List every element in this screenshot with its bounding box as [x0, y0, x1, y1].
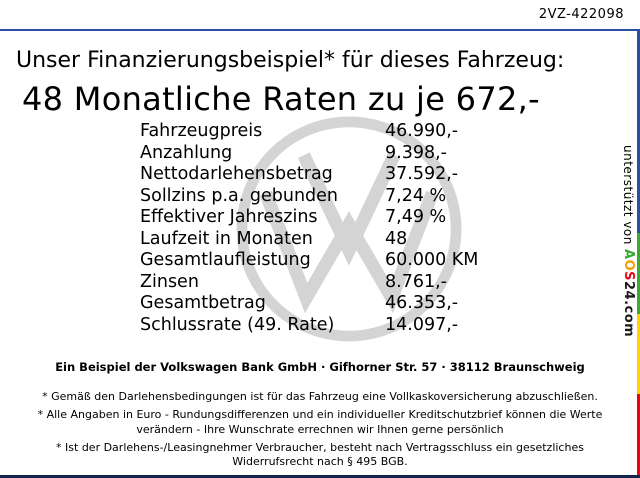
table-row: Fahrzeugpreis 46.990,-: [140, 121, 478, 143]
table-row: Schlussrate (49. Rate) 14.097,-: [140, 315, 478, 337]
table-row: Sollzins p.a. gebunden 7,24 %: [140, 186, 478, 208]
border-segment-red: [637, 394, 640, 476]
brand-letter-o: O: [621, 259, 636, 272]
table-row: Zinsen 8.761,-: [140, 272, 478, 294]
border-segment-blue: [637, 31, 640, 233]
row-value: 9.398,-: [385, 142, 447, 163]
table-row: Effektiver Jahreszins 7,49 %: [140, 207, 478, 229]
row-value: 8.761,-: [385, 271, 447, 292]
row-label: Anzahlung: [140, 142, 233, 163]
row-label: Nettodarlehensbetrag: [140, 164, 333, 184]
brand-number-24: 24: [621, 281, 636, 301]
table-row: Laufzeit in Monaten 48: [140, 229, 478, 251]
finance-table: Fahrzeugpreis 46.990,- Anzahlung 9.398,-…: [140, 121, 478, 336]
table-row: Gesamtbetrag 46.353,-: [140, 293, 478, 315]
row-label: Gesamtbetrag: [140, 293, 266, 313]
row-label: Laufzeit in Monaten: [140, 228, 313, 249]
row-label: Fahrzeugpreis: [140, 121, 263, 141]
row-value: 7,49 %: [385, 207, 447, 227]
row-label: Zinsen: [140, 271, 199, 292]
reference-number: 2VZ-422098: [538, 7, 624, 22]
brand-letter-s: S: [621, 271, 636, 282]
row-label: Effektiver Jahreszins: [140, 207, 318, 227]
row-value: 14.097,-: [385, 314, 459, 335]
row-label: Sollzins p.a. gebunden: [140, 185, 339, 206]
row-label: Gesamtlaufleistung: [140, 250, 311, 270]
supported-by-label: unterstützt von: [621, 145, 635, 250]
row-value: 7,24 %: [385, 185, 447, 206]
rate-headline: 48 Monatliche Raten zu je 672,-: [22, 80, 540, 118]
row-value: 46.990,-: [385, 121, 459, 141]
aos24-logo: AOS24.com: [621, 249, 636, 337]
footnotes: * Gemäß den Darlehensbedingungen ist für…: [18, 386, 622, 473]
top-border-line: [0, 29, 640, 31]
vw-logo-icon: [230, 110, 468, 348]
right-border-stripes: [637, 31, 640, 476]
border-segment-green: [637, 232, 640, 314]
table-row: Nettodarlehensbetrag 37.592,-: [140, 164, 478, 186]
row-value: 60.000 KM: [385, 250, 479, 270]
footnote: * Ist der Darlehens-/Leasingnehmer Verbr…: [56, 440, 584, 469]
brand-dot-com: .com: [621, 300, 636, 338]
footnote: * Alle Angaben in Euro - Rundungsdiffere…: [37, 408, 603, 436]
bank-address-line: Ein Beispiel der Volkswagen Bank GmbH · …: [55, 360, 585, 374]
footnote: * Gemäß den Darlehensbedingungen ist für…: [42, 390, 598, 403]
supported-by-vertical: unterstützt von AOS24.com: [621, 145, 636, 337]
row-label: Schlussrate (49. Rate): [140, 314, 335, 335]
row-value: 48: [385, 228, 408, 249]
page-title: Unser Finanzierungsbeispiel* für dieses …: [16, 48, 565, 73]
row-value: 46.353,-: [385, 293, 459, 313]
table-row: Gesamtlaufleistung 60.000 KM: [140, 250, 478, 272]
bottom-border-line: [0, 475, 640, 478]
border-segment-yellow: [637, 313, 640, 395]
row-value: 37.592,-: [385, 164, 459, 184]
table-row: Anzahlung 9.398,-: [140, 143, 478, 165]
brand-letter-a: A: [621, 249, 636, 260]
